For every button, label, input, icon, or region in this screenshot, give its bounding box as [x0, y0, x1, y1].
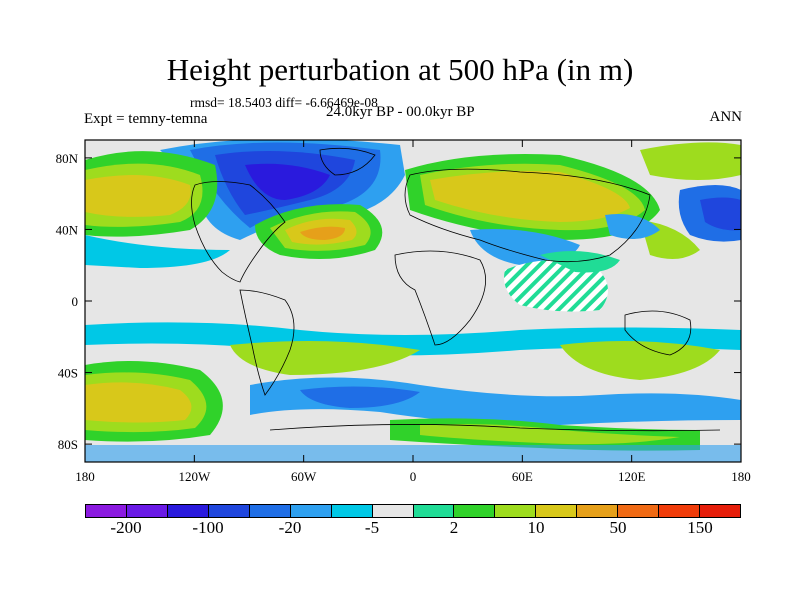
axis-tick-labels: 180 120W 60W 0 60E 120E 180 80N 40N 0 40S 80S — [56, 151, 751, 484]
colorbar-label: 2 — [449, 518, 459, 537]
colorbar-label: -20 — [278, 518, 302, 537]
colorbar-label: -200 — [110, 518, 142, 537]
x-tick-label: 120E — [618, 469, 646, 484]
colorbar-label: 50 — [609, 518, 627, 537]
colorbar-box — [86, 505, 127, 517]
axis-ticks — [84, 140, 742, 462]
x-tick-label: 120W — [178, 469, 211, 484]
colorbar-box — [577, 505, 619, 517]
x-tick-label: 180 — [731, 469, 751, 484]
colorbar-box — [249, 505, 291, 517]
y-tick-label: 40N — [56, 222, 79, 237]
y-tick-label: 80N — [56, 151, 79, 166]
season-label: ANN — [709, 109, 743, 125]
y-tick-label: 80S — [58, 437, 78, 452]
colorbar-box — [413, 505, 455, 517]
map-title: Height perturbation at 500 hPa (in m) — [166, 52, 634, 87]
colorbar-label: 10 — [527, 518, 545, 537]
experiment-label: Expt = temny-temna — [84, 111, 208, 127]
x-tick-label: 180 — [75, 469, 95, 484]
colorbar-box — [454, 505, 496, 517]
colorbar-box — [700, 505, 740, 517]
coastlines — [191, 147, 721, 432]
stats-label: rmsd= 18.5403 diff= -6.66469e-08 — [190, 95, 378, 110]
colorbar-box — [331, 505, 373, 517]
colorbar-box — [618, 505, 660, 517]
colorbar-box — [495, 505, 537, 517]
contour-field — [85, 140, 741, 462]
y-tick-label: 40S — [58, 366, 78, 381]
colorbar-box — [372, 505, 414, 517]
colorbar-label: -100 — [192, 518, 224, 537]
y-tick-label: 0 — [72, 294, 79, 309]
colorbar-label: 150 — [687, 518, 713, 537]
colorbar — [85, 504, 741, 518]
x-tick-label: 60W — [291, 469, 317, 484]
x-tick-label: 0 — [410, 469, 417, 484]
colorbar-box — [208, 505, 250, 517]
x-tick-label: 60E — [512, 469, 533, 484]
colorbar-box — [290, 505, 332, 517]
colorbar-box — [536, 505, 578, 517]
colorbar-box — [126, 505, 168, 517]
colorbar-box — [659, 505, 701, 517]
colorbar-box — [167, 505, 209, 517]
colorbar-label: -5 — [364, 518, 380, 537]
period-label: 24.0kyr BP - 00.0kyr BP — [326, 104, 475, 120]
